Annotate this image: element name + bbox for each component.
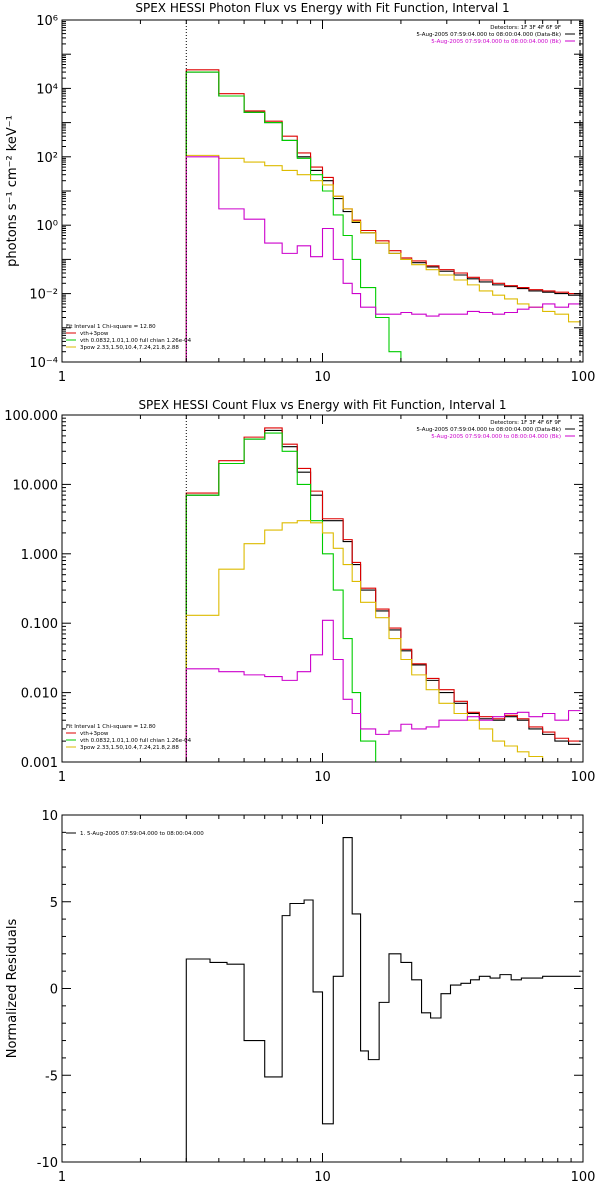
y-tick-label: 0.001 (21, 756, 58, 771)
legend-entry: 1. 5-Aug-2005 07:59:04.000 to 08:00:04.0… (80, 831, 204, 837)
legend-entry: vth 0.0832,1.01,1.00 full chian 1.26e-04 (80, 738, 192, 744)
legend-entry: Fit Interval 1 Chi-square = 12.80 (66, 724, 156, 730)
x-tick-label: 10 (314, 370, 331, 385)
y-axis-label: Normalized Residuals (5, 919, 20, 1059)
info-text-line: Detectors: 1F 3F 4F 6F 9F (490, 420, 561, 426)
series-group (185, 427, 581, 762)
x-tick-label: 100 (571, 770, 596, 785)
plot-frame (61, 414, 584, 763)
y-tick-label: 100.000 (4, 409, 58, 424)
legend-entry: 3pow 2.33,1.50,10.4,7.24,21.8,2.88 (80, 745, 179, 751)
series-line-4 (185, 520, 581, 762)
y-tick-label: 10⁻⁴ (29, 356, 58, 371)
y-tick-label: 0.100 (21, 617, 58, 632)
series-group (185, 69, 581, 362)
x-tick-label: 1 (58, 370, 66, 385)
legend-entry: Fit Interval 1 Chi-square = 12.80 (66, 324, 156, 330)
y-tick-label: -10 (37, 1156, 58, 1171)
y-tick-label: -5 (45, 1069, 58, 1084)
y-tick-label: 10⁶ (36, 14, 58, 29)
y-tick-label: 10⁻² (29, 288, 58, 303)
x-tick-label: 10 (314, 770, 331, 785)
y-tick-label: 10⁴ (36, 82, 58, 97)
y-tick-label: 10.000 (13, 478, 59, 493)
series-line-2 (185, 69, 581, 362)
info-text-line: 5-Aug-2005 07:59:04.000 to 08:00:04.000 … (416, 427, 561, 433)
info-text-line: 5-Aug-2005 07:59:04.000 to 08:00:04.000 … (416, 32, 561, 38)
series-line-5 (185, 619, 581, 762)
x-tick-label: 100 (571, 1170, 596, 1185)
y-tick-label: 10 (41, 809, 58, 824)
legend-entry: 3pow 2.33,1.50,10.4,7.24,21.8,2.88 (80, 345, 179, 351)
info-text-line: 5-Aug-2005 07:59:04.000 to 08:00:04.000 … (431, 434, 561, 440)
series-line-3 (185, 432, 581, 762)
chart-panel-1: SPEX HESSI Photon Flux vs Energy with Fi… (5, 1, 595, 385)
series-line-5 (185, 156, 581, 362)
chart-panel-3: Normalized Residuals 1 10 100 -10 -5 0 5 10 1. 5-… (5, 809, 595, 1185)
chart-title: SPEX HESSI Photon Flux vs Energy with Fi… (135, 1, 509, 15)
info-text-line: Detectors: 1F 3F 4F 6F 9F (490, 25, 561, 31)
y-tick-label: 10⁰ (36, 219, 58, 234)
series-line-1 (185, 837, 581, 1162)
legend-entry: vth+3pow (80, 731, 109, 737)
series-line-3 (185, 71, 581, 362)
legend-entry: vth+3pow (80, 331, 109, 337)
x-tick-label: 100 (571, 370, 596, 385)
y-tick-label: 0.010 (21, 687, 58, 702)
y-tick-label: 10² (36, 151, 58, 166)
series-line-1 (185, 71, 581, 362)
y-tick-label: 1.000 (21, 548, 58, 563)
y-tick-label: 5 (50, 896, 58, 911)
x-tick-label: 1 (58, 770, 66, 785)
chart-panel-2: SPEX HESSI Count Flux vs Energy with Fit… (4, 398, 595, 785)
x-tick-label: 1 (58, 1170, 66, 1185)
info-text-line: 5-Aug-2005 07:59:04.000 to 08:00:04.000 … (431, 39, 561, 45)
series-line-4 (185, 154, 581, 362)
series-group (185, 837, 581, 1162)
chart-title: SPEX HESSI Count Flux vs Energy with Fit… (138, 398, 506, 412)
x-tick-label: 10 (314, 1170, 331, 1185)
y-axis-label: photons s⁻¹ cm⁻² keV⁻¹ (5, 115, 20, 267)
legend-entry: vth 0.0832,1.01,1.00 full chian 1.26e-04 (80, 338, 192, 344)
y-tick-label: 0 (50, 983, 58, 998)
